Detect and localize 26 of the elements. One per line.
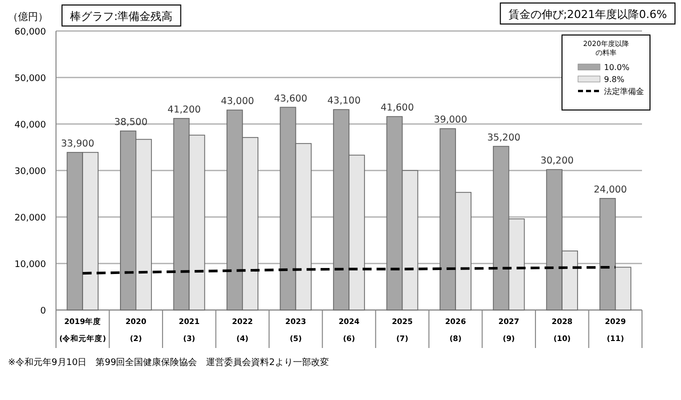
- y-tick-label: 30,000: [14, 167, 46, 177]
- data-label: 43,600: [274, 93, 308, 104]
- data-label: 30,200: [540, 156, 574, 167]
- text: ※令和元年9月10日 第99回全国健康保険協会 運営委員会資料2より一部改変: [8, 357, 329, 368]
- data-label: 38,500: [114, 116, 148, 128]
- data-label: 41,200: [168, 104, 201, 116]
- y-tick-label: 50,000: [14, 74, 46, 84]
- y-tick-label: 40,000: [14, 120, 46, 130]
- data-label: 41,600: [380, 102, 414, 114]
- text: 賃金の伸び;2021年度以降0.6%: [508, 8, 667, 21]
- data-label: 43,000: [220, 96, 254, 108]
- y-tick-label: 0: [40, 306, 46, 316]
- data-label: 39,000: [434, 114, 468, 126]
- legend-label: 法定準備金: [604, 87, 644, 96]
- data-label: 33,900: [61, 138, 94, 150]
- y-tick-label: 60,000: [14, 28, 46, 38]
- legend-label: 9.8%: [604, 75, 625, 84]
- data-label: 43,100: [327, 96, 361, 107]
- data-label: 35,200: [487, 132, 520, 144]
- data-label: 24,000: [594, 184, 627, 196]
- y-tick-label: 10,000: [14, 260, 46, 270]
- legend-label: 10.0%: [604, 63, 630, 72]
- y-axis-title: （億円）: [8, 11, 48, 23]
- line-series: [81, 266, 617, 275]
- text: 棒グラフ:準備金残高: [70, 10, 173, 23]
- y-tick-label: 20,000: [14, 214, 46, 224]
